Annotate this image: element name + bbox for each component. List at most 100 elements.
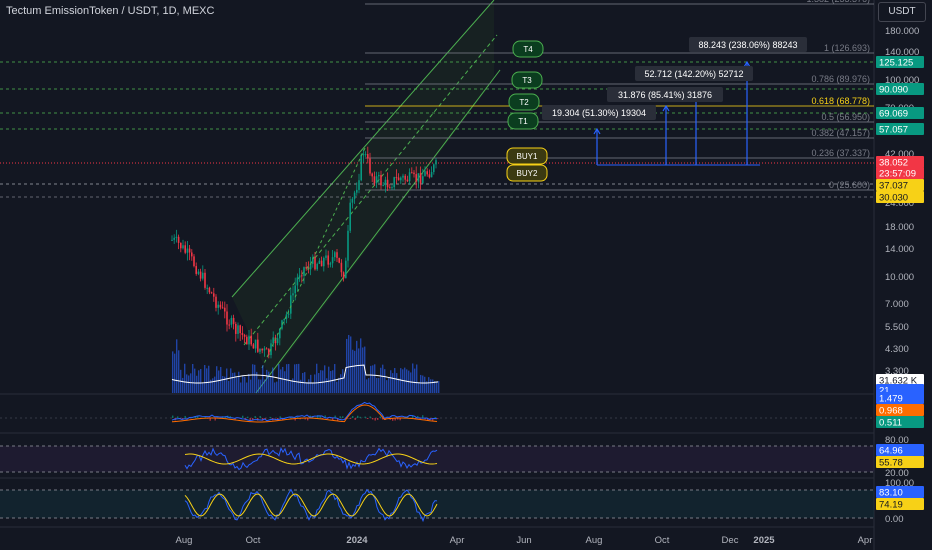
candle-body [243, 334, 246, 337]
rsi-tag[interactable]: 55.78 [876, 456, 924, 469]
target-badge-t3[interactable]: T3 [511, 71, 543, 89]
candle-body [287, 313, 290, 315]
rsi-tag-label: 55.78 [879, 458, 903, 469]
candle-body [347, 230, 349, 261]
macd-line [171, 401, 438, 422]
price-tag[interactable]: 57.057 [876, 123, 924, 136]
macd-histogram-bar [204, 417, 206, 418]
macd-histogram-bar [242, 415, 244, 418]
macd-histogram-bar [229, 416, 231, 418]
candle-body [235, 323, 237, 334]
candle-body [386, 179, 389, 188]
volume-bar [374, 364, 376, 393]
macd-tag-label: 1.479 [879, 394, 903, 405]
measure-arrow-head [662, 104, 670, 112]
volume-bar [330, 371, 332, 393]
volume-bar [368, 378, 370, 393]
candle-body [349, 202, 351, 231]
volume-tag-label: 31.632 K [879, 376, 918, 387]
candle-body [252, 344, 255, 349]
macd-histogram-bar [282, 418, 284, 421]
volume-bar [216, 366, 218, 393]
price-tag[interactable]: 69.069 [876, 107, 924, 120]
macd-histogram-bar [342, 416, 344, 418]
currency-selector[interactable]: USDT [878, 2, 926, 22]
fib-level-label: 1 (126.693) [824, 43, 870, 53]
volume-bar [264, 379, 266, 393]
price-tag[interactable]: 30.030 [876, 191, 924, 204]
target-badge-bg [508, 93, 540, 111]
volume-bar [320, 370, 322, 393]
candle-body [426, 171, 428, 175]
candle-body [173, 237, 175, 240]
candle-body [415, 174, 417, 182]
price-tag[interactable]: 125.125 [876, 56, 924, 69]
time-tick: Aug [176, 535, 193, 546]
volume-bar [306, 381, 308, 393]
candle-body [228, 324, 230, 326]
candle-body [204, 272, 206, 288]
rsi-tag[interactable]: 64.96 [876, 444, 924, 457]
price-axis[interactable]: 180.000140.000100.00070.00054.00042.0002… [876, 26, 924, 377]
candle-body [375, 176, 378, 184]
price-tag[interactable]: 38.052 [876, 156, 924, 169]
macd-histogram-bar [247, 416, 249, 418]
fib-level-label: 0.236 (37.337) [811, 148, 870, 158]
target-badge-t4[interactable]: T4 [512, 40, 544, 58]
volume-bar [214, 376, 216, 393]
macd-histogram-bar [297, 417, 299, 418]
rsi-axis-label: 20.00 [885, 468, 909, 479]
candle-body [254, 339, 257, 349]
candle-body [360, 155, 362, 181]
target-badge-t1[interactable]: T1 [507, 112, 539, 130]
macd-histogram-bar [324, 415, 326, 418]
candle-body [180, 242, 182, 249]
target-badge-bg [511, 71, 543, 89]
stoch-tag-bg [876, 486, 924, 498]
candle-body [369, 158, 371, 174]
price-tag[interactable]: 37.037 [876, 179, 924, 192]
candle-body [232, 317, 235, 324]
macd-histogram-bar [379, 416, 381, 418]
price-tick: 4.300 [885, 344, 909, 355]
volume-bar [312, 382, 314, 393]
candle-body [294, 285, 296, 294]
candle-body [312, 257, 314, 264]
price-tag-label: 30.030 [879, 193, 908, 204]
price-tag[interactable]: 90.090 [876, 83, 924, 96]
candle-body [230, 317, 233, 325]
macd-histogram-bar [364, 416, 366, 418]
trend-dashed-line [261, 147, 366, 369]
macd-tag[interactable]: 0.511 [876, 416, 924, 429]
macd-tag[interactable]: 1.479 [876, 392, 924, 405]
macd-tag[interactable]: 0.968 [876, 404, 924, 417]
stoch-tag[interactable]: 83.10 [876, 486, 924, 499]
candle-body [186, 248, 189, 253]
candle-body [182, 245, 184, 249]
target-badge-t2[interactable]: T2 [508, 93, 540, 111]
candle-body [334, 252, 336, 258]
volume-bar [196, 375, 198, 393]
macd-histogram-bar [367, 418, 369, 419]
time-axis[interactable]: Aug Oct 2024 Apr Jun Aug Oct Dec 2025 Apr [176, 535, 873, 546]
price-tag[interactable]: 23:57:09 [876, 167, 924, 180]
candle-body [283, 318, 285, 321]
volume-bar [358, 348, 360, 393]
volume-bar [282, 366, 284, 393]
macd-histogram-bar [184, 415, 186, 418]
buy-badge-1[interactable]: BUY1 [506, 147, 548, 165]
candle-body [217, 304, 219, 308]
macd-histogram-bar [422, 415, 424, 418]
volume-bar [378, 378, 380, 393]
stoch-tag[interactable]: 74.19 [876, 498, 924, 511]
volume-bar [420, 374, 422, 393]
macd-tag-bg [876, 392, 924, 404]
buy-badge-2[interactable]: BUY2 [506, 164, 548, 182]
fib-level-label: 1.382 (233.376) [806, 0, 870, 4]
volume-bar [266, 369, 268, 393]
volume-tag[interactable]: 31.632 K [876, 374, 924, 387]
volume-bar [308, 379, 310, 393]
price-tag-label: 38.052 [879, 158, 908, 169]
candle-body [422, 176, 424, 184]
